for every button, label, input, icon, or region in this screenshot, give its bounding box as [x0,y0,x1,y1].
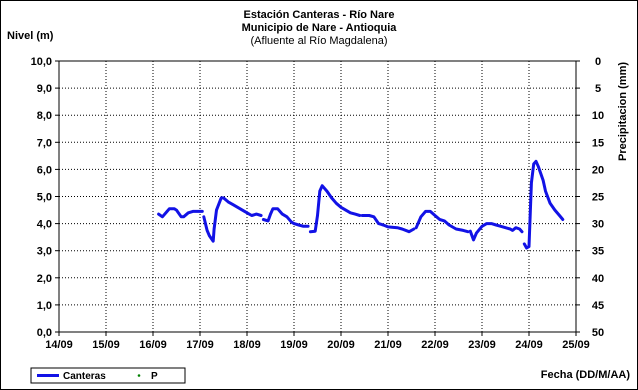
grid [59,61,576,332]
legend-label-p: P [151,371,158,382]
y-axis: 0,0 1,0 2,0 3,0 4,0 5,0 6,0 7,0 8,0 9,0 10,0 [31,56,59,339]
x-tick-label: 25/09 [562,339,590,351]
series-canteras-segment [157,207,204,219]
legend-swatch-p [137,374,141,377]
y2-tick-label: 40 [592,273,604,285]
y-tick-label: 10,0 [31,56,52,68]
y-tick-label: 8,0 [37,110,52,122]
x-tick-label: 14/09 [45,339,73,351]
y2-tick-label: 0 [595,56,601,68]
y2-tick-label: 50 [592,327,604,339]
x-tick-label: 17/09 [186,339,214,351]
chart-title: Estación Canteras - Río Nare [244,9,395,21]
x-tick-label: 24/09 [515,339,543,351]
legend-box [30,367,186,384]
y2-tick-label: 10 [592,110,604,122]
y2-tick-label: 25 [592,192,604,204]
y-tick-label: 4,0 [37,219,52,231]
series-canteras-segment [414,209,470,234]
x-tick-label: 22/09 [421,339,449,351]
y2-tick-label: 45 [592,300,604,312]
chart-title-line2: Municipio de Nare - Antioquia [242,22,398,34]
y-tick-label: 1,0 [37,300,52,312]
legend-label-canteras: Canteras [63,371,106,382]
x-tick-label: 20/09 [327,339,355,351]
x-tick-label: 18/09 [233,339,261,351]
y-axis-title: Nivel (m) [7,30,54,42]
y2-axis-title: Precipitacion (mm) [617,62,629,161]
series-canteras-segment [308,184,362,234]
series-canteras-segment [261,207,310,228]
y-tick-label: 7,0 [37,137,52,149]
y-tick-label: 3,0 [37,246,52,258]
series-layer [157,159,565,250]
series-canteras-segment [468,222,524,242]
x-tick-label: 15/09 [92,339,120,351]
series-canteras-segment [522,159,565,250]
x-axis: 14/09 15/09 16/09 17/09 18/09 19/09 20/09 21/09… [45,332,590,351]
x-axis-title: Fecha (DD/M/AA) [541,369,631,381]
y2-tick-label: 35 [592,246,604,258]
y-tick-label: 9,0 [37,83,52,95]
series-canteras-segment [202,196,263,243]
y2-tick-label: 30 [592,219,604,231]
y-tick-label: 2,0 [37,273,52,285]
y2-tick-label: 5 [595,83,601,95]
y2-axis: 0 5 10 15 20 25 30 35 40 45 50 [576,56,604,339]
y-tick-label: 5,0 [37,192,52,204]
x-tick-label: 23/09 [468,339,496,351]
y2-tick-label: 15 [592,137,604,149]
y-tick-label: 6,0 [37,164,52,176]
y2-tick-label: 20 [592,164,604,176]
legend: Canteras P [30,367,186,384]
x-tick-label: 16/09 [139,339,167,351]
x-tick-label: 19/09 [280,339,308,351]
y-tick-label: 0,0 [37,327,52,339]
series-canteras-segment [360,214,416,234]
x-tick-label: 21/09 [374,339,402,351]
chart-subtitle: (Afluente al Río Magdalena) [251,35,388,47]
